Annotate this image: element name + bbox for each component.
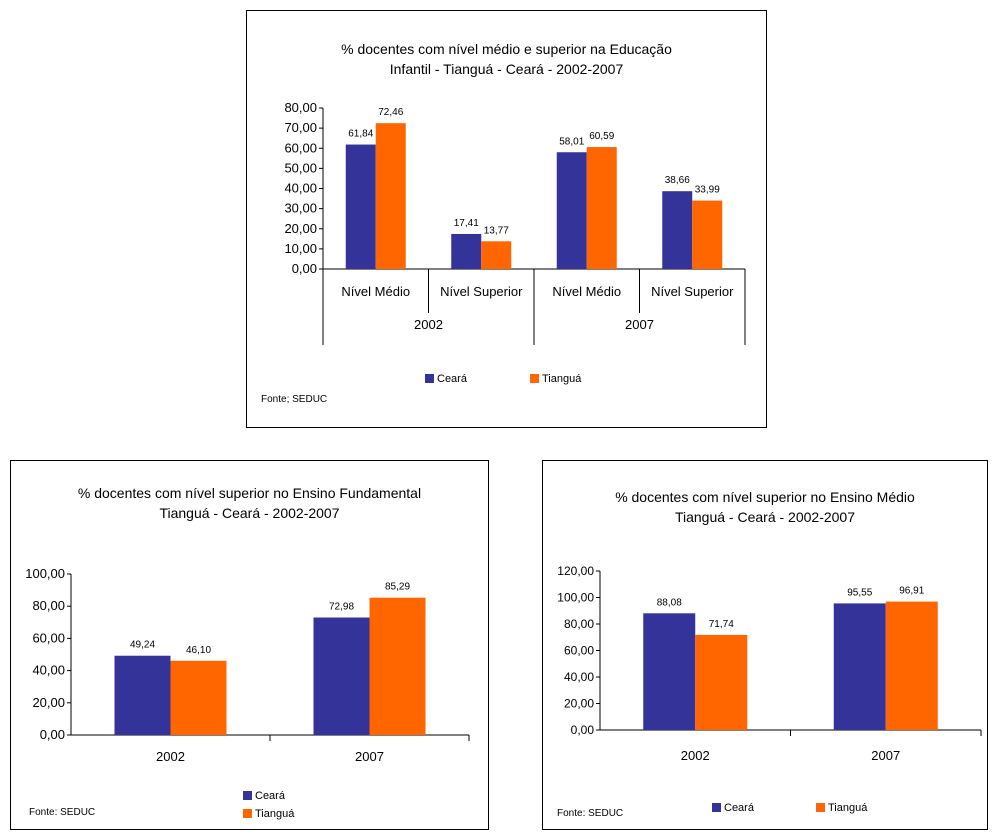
source-note: Fonte; SEDUC	[261, 394, 328, 405]
chart-panel-educacao-infantil: % docentes com nível médio e superior na…	[246, 10, 767, 428]
legend-swatch-ceara	[425, 374, 434, 383]
y-tick-label: 60,00	[564, 644, 594, 658]
data-label: 33,99	[695, 185, 720, 196]
legend-item-tiangua: Tianguá	[243, 808, 294, 820]
y-tick-label: 10,00	[284, 241, 317, 256]
legend-label-ceara: Ceará	[437, 373, 467, 385]
bar-tiangua	[481, 241, 512, 269]
y-tick-label: 80,00	[284, 100, 317, 115]
data-label: 38,66	[665, 175, 690, 186]
legend-swatch-tiangua	[530, 374, 539, 383]
bar-chart-ensino-fundamental: 0,00 20,00 40,00 60,00 80,00 100,00 2002 49,24 4…	[25, 566, 470, 764]
data-label: 46,10	[186, 645, 211, 656]
y-tick-label: 50,00	[284, 160, 317, 175]
bar-tiangua	[586, 147, 617, 269]
legend-label-ceara: Ceará	[724, 802, 754, 814]
x-tick-label: Nível Superior	[651, 284, 734, 299]
data-label: 88,08	[657, 597, 682, 608]
x-tick-label: 2002	[156, 749, 185, 764]
y-tick-label: 80,00	[564, 617, 594, 631]
y-tick-label: 40,00	[284, 181, 317, 196]
data-label: 60,59	[589, 131, 614, 142]
bar-ceara	[662, 191, 693, 269]
legend-label-tiangua: Tianguá	[255, 808, 295, 820]
y-tick-label: 40,00	[32, 663, 65, 678]
y-tick-label: 30,00	[284, 201, 317, 216]
bar-tiangua	[695, 634, 748, 730]
bar-ceara	[114, 655, 171, 735]
y-tick-label: 80,00	[32, 598, 65, 613]
y-tick-label: 0,00	[40, 727, 65, 742]
legend-swatch-ceara	[243, 791, 252, 800]
data-label: 58,01	[559, 136, 584, 147]
x-tick-label: 2002	[681, 748, 710, 763]
bar-ceara	[345, 144, 376, 269]
y-tick-label: 100,00	[557, 591, 594, 605]
bar-tiangua	[692, 200, 723, 269]
bar-ceara	[833, 603, 886, 730]
data-label: 71,74	[709, 619, 734, 630]
x-tick-label: 2007	[871, 748, 900, 763]
chart-title: % docentes com nível superior no Ensino …	[77, 485, 422, 521]
legend-item-ceara: Ceará	[425, 373, 467, 385]
data-label: 61,84	[348, 129, 373, 140]
legend-item-ceara: Ceará	[243, 790, 285, 802]
chart-title: % docentes com nível médio e superior na…	[341, 41, 672, 77]
chart-panel-ensino-medio: % docentes com nível superior no Ensino …	[542, 460, 988, 830]
bar-tiangua	[170, 660, 227, 735]
y-tick-label: 20,00	[284, 221, 317, 236]
y-tick-label: 60,00	[32, 630, 65, 645]
x-tick-label: 2007	[355, 749, 384, 764]
y-tick-label: 60,00	[284, 140, 317, 155]
x-group-label: 2002	[414, 317, 443, 332]
y-tick-label: 120,00	[557, 564, 594, 578]
legend-item-ceara: Ceará	[712, 802, 754, 814]
source-note: Fonte: SEDUC	[557, 808, 624, 819]
legend-label-ceara: Ceará	[255, 790, 285, 802]
legend-swatch-tiangua	[243, 809, 252, 818]
legend-item-tiangua: Tianguá	[816, 802, 867, 814]
x-tick-label: Nível Superior	[440, 284, 523, 299]
legend-item-tiangua: Tianguá	[530, 373, 581, 385]
y-tick-label: 20,00	[32, 695, 65, 710]
data-label: 17,41	[454, 218, 479, 229]
bar-tiangua	[885, 601, 938, 730]
y-tick-label: 0,00	[292, 261, 317, 276]
source-note: Fonte: SEDUC	[29, 807, 96, 818]
bar-chart-ensino-medio: 0,00 20,00 40,00 60,00 80,00 100,00 120,00 2002…	[557, 564, 982, 763]
bar-tiangua	[369, 597, 426, 735]
y-tick-label: 40,00	[564, 670, 594, 684]
bar-ceara	[556, 152, 587, 269]
legend-swatch-tiangua	[816, 803, 825, 812]
data-label: 13,77	[484, 225, 509, 236]
bar-tiangua	[375, 123, 406, 269]
chart-title: % docentes com nível superior no Ensino …	[615, 489, 915, 525]
bar-ceara	[313, 617, 370, 735]
data-label: 96,91	[899, 586, 924, 597]
y-tick-label: 0,00	[571, 723, 595, 737]
legend-label-tiangua: Tianguá	[828, 802, 868, 814]
bar-ceara	[451, 233, 482, 269]
legend-label-tiangua: Tianguá	[542, 373, 582, 385]
x-tick-label: Nível Médio	[552, 284, 621, 299]
data-label: 95,55	[847, 587, 872, 598]
bar-ceara	[643, 613, 696, 730]
data-label: 72,46	[378, 107, 403, 118]
chart-panel-ensino-fundamental: % docentes com nível superior no Ensino …	[10, 460, 489, 830]
data-label: 49,24	[130, 640, 155, 651]
bar-chart-educacao-infantil: 0,00 10,00 20,00 30,00 40,00 50,00 60,00 70,00 8…	[284, 100, 746, 345]
data-label: 85,29	[385, 582, 410, 593]
x-tick-label: Nível Médio	[341, 284, 410, 299]
y-tick-label: 70,00	[284, 120, 317, 135]
legend-swatch-ceara	[712, 803, 721, 812]
y-tick-label: 100,00	[25, 566, 65, 581]
data-label: 72,98	[329, 602, 354, 613]
x-group-label: 2007	[625, 317, 654, 332]
y-tick-label: 20,00	[564, 697, 594, 711]
